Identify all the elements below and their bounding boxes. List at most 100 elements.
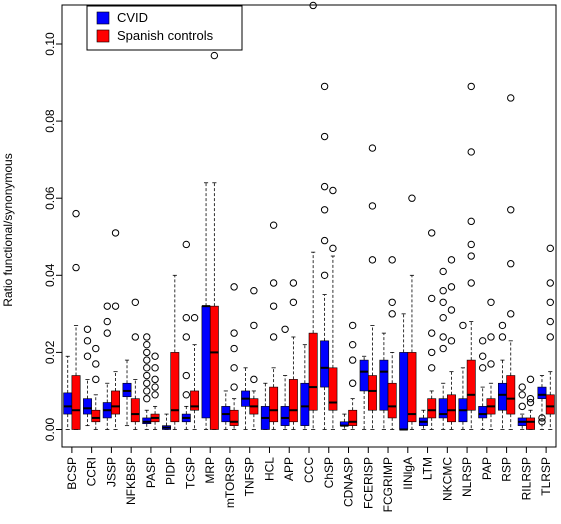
outlier-point (348, 340, 357, 349)
outlier-point (250, 287, 258, 295)
outlier-point (507, 206, 515, 214)
outlier-point (439, 298, 447, 306)
x-tick-label: LTM (421, 457, 435, 480)
legend: CVID Spanish controls (86, 5, 243, 51)
outlier-point (428, 229, 436, 237)
outlier-point (428, 329, 436, 337)
box-cvid (201, 305, 211, 419)
outlier-point (151, 383, 159, 391)
x-tick-label: NFKBSP (124, 457, 138, 505)
outlier-point (439, 287, 447, 295)
x-tick-label: mTORSP (223, 457, 237, 508)
x-tick-label: CCRI (85, 457, 99, 486)
outlier-point (546, 298, 554, 306)
outlier-point (329, 244, 337, 253)
outlier-point (368, 256, 377, 264)
box-cvid (399, 352, 409, 430)
outlier-point (92, 360, 100, 368)
outlier-point (190, 314, 199, 322)
legend-label-controls: Spanish controls (117, 28, 214, 43)
outlier-point (428, 294, 436, 303)
x-tick-label: RILRSP (519, 457, 533, 500)
x-tick-label: TLRSP (539, 457, 553, 496)
outlier-point (269, 333, 278, 341)
outlier-point (467, 279, 475, 287)
box-controls (288, 379, 298, 423)
x-tick-label: JSSP (104, 457, 118, 487)
outlier-point (507, 94, 515, 102)
outlier-point (467, 240, 475, 249)
outlier-point (487, 298, 495, 306)
outlier-point (439, 267, 447, 276)
outlier-point (439, 314, 447, 322)
outlier-point (250, 375, 258, 384)
outlier-point (309, 1, 317, 10)
outlier-point (72, 263, 80, 272)
outlier-point (447, 306, 456, 314)
outlier-point (230, 383, 238, 391)
outlier-point (546, 279, 554, 287)
x-tick-label: BCSP (65, 457, 79, 490)
outlier-point (92, 344, 100, 353)
outlier-point (269, 221, 278, 229)
box-cvid (379, 359, 389, 411)
box-controls (170, 352, 180, 423)
outlier-point (546, 317, 554, 326)
outlier-point (320, 206, 329, 214)
outlier-point (151, 352, 159, 360)
outlier-point (526, 375, 535, 384)
x-tick-label: CCC (302, 457, 316, 483)
x-tick-label: FCERISP (361, 457, 375, 509)
outlier-point (111, 229, 120, 237)
outlier-point (408, 194, 416, 202)
outlier-point (447, 256, 456, 264)
box-cvid (359, 359, 369, 392)
x-tick-label: HCL (262, 457, 276, 481)
box-controls (387, 382, 397, 419)
outlier-point (368, 144, 377, 152)
box-controls (466, 359, 476, 411)
outlier-point (507, 260, 515, 268)
outlier-point (230, 344, 238, 353)
legend-box (86, 5, 243, 51)
box-cvid (320, 340, 330, 388)
outlier-point (143, 387, 151, 395)
box-controls (209, 305, 219, 430)
outlier-point (131, 298, 140, 306)
outlier-point (230, 364, 238, 372)
outlier-point (348, 321, 357, 330)
outlier-point (182, 371, 190, 380)
box-cvid (83, 398, 92, 415)
outlier-point (269, 279, 278, 287)
outlier-point (72, 209, 80, 218)
box-controls (526, 417, 535, 430)
outlier-point (320, 132, 329, 141)
outlier-point (103, 317, 111, 326)
outlier-point (498, 321, 507, 330)
outlier-point (507, 310, 515, 318)
box-controls (447, 394, 456, 423)
outlier-point (230, 329, 238, 337)
outlier-point (388, 256, 396, 264)
outlier-point (526, 394, 535, 403)
outlier-point (467, 148, 475, 156)
x-tick-label: NLRSP (460, 457, 474, 497)
box-controls (71, 375, 81, 430)
outlier-point (250, 321, 258, 330)
outlier-point (289, 279, 298, 287)
outlier-point (538, 418, 546, 426)
x-tick-label: MRP (203, 457, 217, 484)
outlier-point (348, 356, 357, 364)
x-tick-label: FCGRIMP (381, 457, 395, 512)
box-controls (190, 390, 200, 411)
outlier-point (143, 394, 151, 403)
x-tick-label: NKCMC (440, 457, 454, 501)
box-cvid (280, 406, 290, 426)
outlier-point (518, 402, 526, 411)
box-controls (367, 375, 377, 411)
box-cvid (537, 386, 547, 399)
outlier-point (439, 344, 447, 353)
box-controls (91, 409, 101, 423)
box-cvid (478, 406, 488, 419)
